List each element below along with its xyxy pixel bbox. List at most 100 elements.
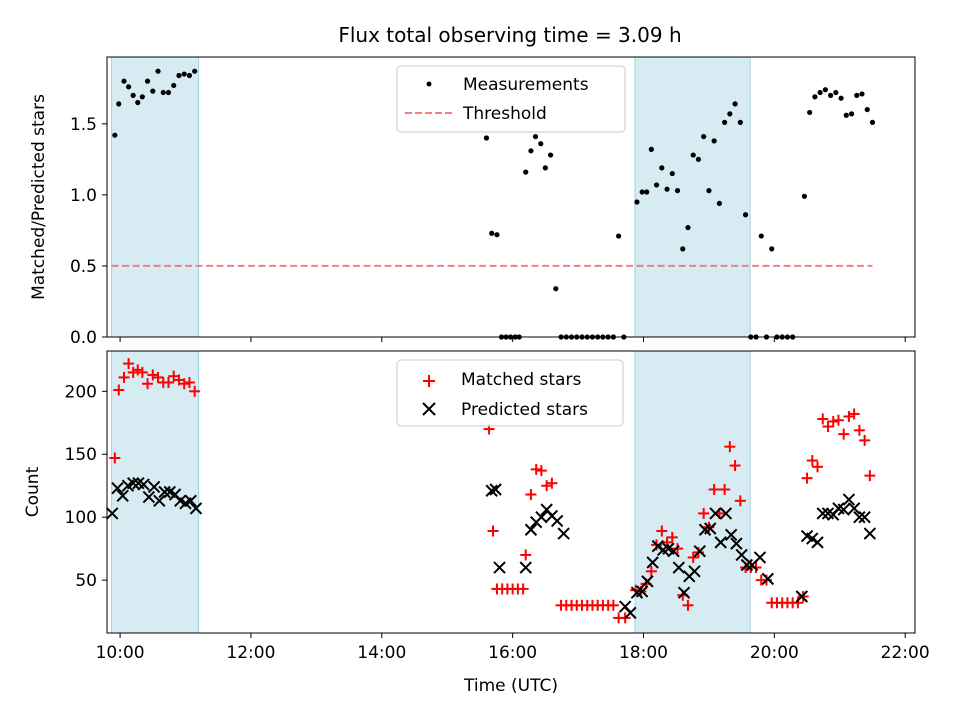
measurement-point — [695, 156, 702, 162]
marker-stroke — [550, 514, 564, 528]
matched-star-point — [792, 597, 804, 609]
predicted-star-point — [863, 527, 877, 540]
predicted-star-point — [735, 548, 748, 562]
measurement-point — [648, 146, 654, 152]
marker-stroke — [519, 561, 532, 574]
marker-stroke — [714, 536, 727, 549]
predicted-star-point — [651, 539, 665, 553]
marker-stroke — [153, 494, 166, 508]
measurement-point — [812, 94, 818, 100]
matched-star-point — [719, 483, 731, 495]
marker-stroke — [806, 532, 819, 545]
marker-stroke — [641, 575, 654, 588]
predicted-star-point — [714, 536, 727, 549]
chart-title: Flux total observing time = 3.09 h — [338, 23, 681, 47]
matched-star-point — [859, 434, 871, 446]
count-legend: Matched stars Predicted stars — [396, 359, 624, 427]
measurement-point — [801, 193, 808, 199]
ratio-axes-frame — [106, 56, 916, 338]
matched-star-point — [136, 366, 148, 378]
measurement-point — [864, 106, 870, 113]
matched-star-point — [729, 460, 741, 472]
predicted-star-point — [158, 485, 171, 499]
marker-stroke — [719, 507, 733, 520]
measurement-point — [822, 87, 828, 93]
measurement-point — [144, 78, 151, 84]
marker-stroke — [847, 502, 861, 515]
measurement-point — [150, 88, 156, 94]
x-tick-label: 18:00 — [619, 643, 668, 663]
matched-star-point — [162, 376, 174, 388]
marker-stroke — [693, 544, 706, 558]
matched-star-point — [656, 525, 668, 537]
marker-stroke — [795, 590, 809, 603]
matched-star-point — [189, 385, 201, 397]
matched-star-point — [687, 551, 699, 563]
matched-star-point — [525, 489, 537, 501]
predicted-star-point — [111, 482, 124, 495]
ratio-series — [111, 68, 876, 340]
measurement-point — [192, 68, 198, 74]
measurement-point — [483, 135, 490, 141]
ratio-ticks: 0.0 0.5 1.0 1.5 — [70, 115, 906, 348]
measurement-point — [112, 132, 118, 138]
marker-stroke — [132, 476, 145, 490]
marker-stroke — [635, 585, 649, 598]
marker-stroke — [704, 522, 717, 535]
count-ticks: 10:00 12:00 14:00 16:00 18:00 20:00 22:00 50 100… — [65, 382, 930, 663]
measurement-point — [680, 246, 686, 252]
matched-star-point — [546, 477, 558, 489]
marker-stroke — [724, 528, 738, 542]
marker-stroke — [837, 503, 850, 516]
measurement-point — [711, 138, 717, 144]
x-tick-label: 20:00 — [750, 643, 799, 663]
legend-threshold-label: Threshold — [462, 104, 547, 124]
legend-measurements-label: Measurements — [463, 75, 589, 95]
measurement-point — [653, 182, 660, 188]
observing-spans — [111, 350, 751, 634]
matched-star-point — [864, 470, 876, 482]
predicted-star-point — [137, 478, 150, 491]
marker-stroke — [147, 480, 161, 494]
measurement-point — [139, 94, 145, 100]
matched-star-point — [487, 525, 499, 537]
marker-stroke — [624, 606, 637, 620]
y-tick-label: 200 — [65, 382, 97, 402]
predicted-star-point — [126, 476, 140, 490]
measurement-point — [807, 109, 813, 116]
predicted-star-point — [147, 480, 161, 494]
marker-stroke — [557, 527, 570, 540]
measurement-point — [674, 188, 681, 194]
measurement-point — [828, 92, 834, 98]
predicted-star-point — [493, 561, 506, 574]
measurement-point — [737, 119, 743, 125]
observing-span — [111, 56, 200, 338]
measurement-point — [838, 95, 844, 101]
marker-stroke — [761, 572, 775, 586]
predicted-star-point — [693, 544, 706, 558]
marker-stroke — [735, 548, 748, 562]
measurement-point — [706, 188, 712, 194]
predicted-star-point — [753, 551, 767, 564]
x-tick-label: 22:00 — [881, 643, 930, 663]
y-tick-label: 50 — [75, 571, 97, 591]
predicted-star-point — [646, 556, 659, 569]
matched-star-point — [113, 384, 125, 396]
marker-stroke — [524, 523, 538, 536]
predicted-star-point — [550, 514, 564, 528]
measurement-point — [722, 119, 728, 125]
measurement-point — [121, 78, 127, 84]
measurement-point — [833, 89, 839, 96]
count-y-label: Count — [23, 466, 43, 517]
matched-star-point — [530, 463, 542, 475]
marker-stroke — [540, 503, 553, 516]
x-tick-label: 10:00 — [96, 643, 145, 663]
marker-stroke — [489, 483, 502, 496]
matched-star-point — [535, 465, 547, 477]
ratio-legend: Measurements Threshold — [396, 65, 626, 133]
predicted-star-point — [189, 502, 203, 515]
predicted-star-point — [641, 575, 654, 588]
predicted-star-point — [142, 490, 156, 504]
count-axes-frame — [106, 350, 916, 634]
measurement-point — [125, 84, 132, 90]
